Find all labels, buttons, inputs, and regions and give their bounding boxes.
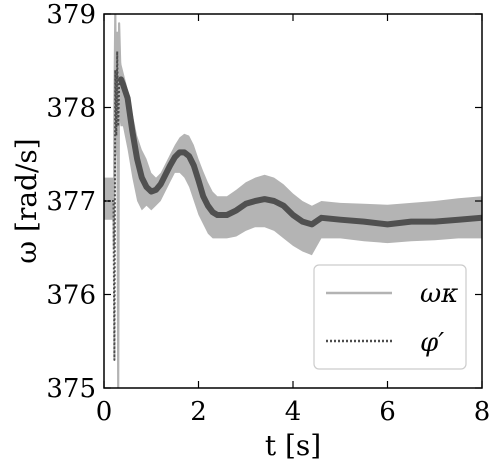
y-axis-ticks: 375 376 377 378 379 (46, 0, 482, 404)
legend-label-omega-kappa: ωκ (420, 279, 458, 309)
x-tick-label: 4 (285, 397, 302, 427)
legend-label-phi-prime: φ′ (420, 328, 444, 358)
x-tick-label: 8 (474, 397, 491, 427)
y-tick-label: 378 (46, 94, 96, 124)
x-axis-label: t [s] (265, 429, 321, 462)
x-tick-label: 6 (379, 397, 396, 427)
legend: ωκ φ′ (313, 264, 467, 370)
y-axis-label: ω [rad/s] (10, 138, 43, 263)
y-tick-label: 375 (46, 374, 96, 404)
x-axis-ticks: 0 2 4 6 8 (96, 14, 491, 427)
series-overlay-trace (118, 76, 482, 228)
legend-box (313, 264, 467, 370)
y-tick-label: 377 (46, 187, 96, 217)
x-tick-label: 0 (96, 397, 113, 427)
series-layer (104, 14, 482, 388)
y-tick-label: 376 (46, 281, 96, 311)
x-tick-label: 2 (190, 397, 207, 427)
y-tick-label: 379 (46, 0, 96, 30)
uncertainty-band-layer (104, 51, 482, 256)
uncertainty-band (104, 51, 482, 256)
